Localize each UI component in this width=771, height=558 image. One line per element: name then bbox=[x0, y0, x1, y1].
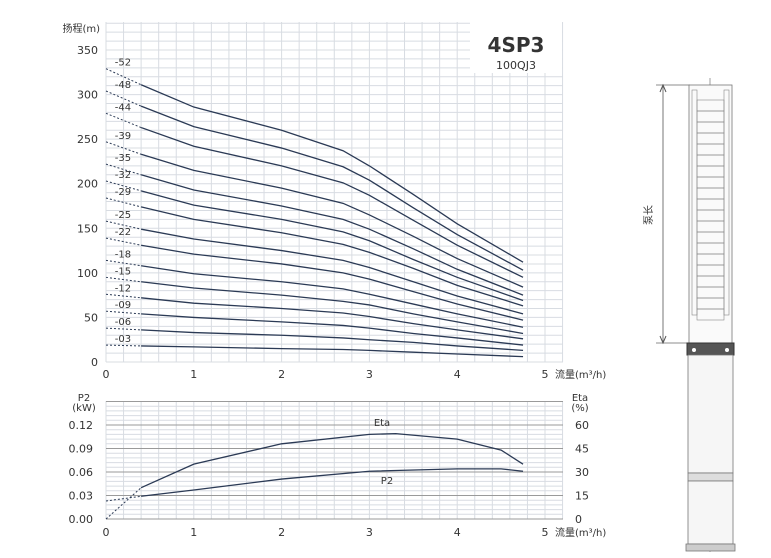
curve--03 bbox=[141, 345, 524, 358]
y-tick-label: 350 bbox=[77, 44, 98, 57]
curve-label: -35 bbox=[115, 153, 131, 164]
y-tick-label: 150 bbox=[77, 222, 98, 235]
curve-label: -29 bbox=[115, 187, 131, 198]
curve--35 bbox=[140, 174, 524, 296]
y2-axis-label: Eta bbox=[572, 393, 588, 404]
y2-tick-label: 60 bbox=[575, 419, 589, 432]
y2-axis-unit: (%) bbox=[571, 403, 588, 414]
curve--09 bbox=[141, 313, 524, 346]
pump-drawing: 泵长 bbox=[643, 78, 736, 552]
x-tick-label: 4 bbox=[454, 526, 461, 539]
y-tick-label: 200 bbox=[77, 178, 98, 191]
x-tick-label: 2 bbox=[278, 368, 285, 381]
eta-curve-label: Eta bbox=[374, 418, 390, 429]
y-axis-label: 扬程(m) bbox=[62, 22, 100, 35]
curve-dashed--12 bbox=[105, 293, 142, 299]
curve--39 bbox=[140, 153, 524, 288]
curve-dashed--52 bbox=[105, 68, 142, 86]
model-alt-name: 100QJ3 bbox=[496, 59, 536, 72]
curve-label: -48 bbox=[115, 80, 131, 91]
curve--22 bbox=[141, 244, 524, 321]
y-tick-label: 0.06 bbox=[69, 466, 94, 479]
x-tick-label: 5 bbox=[542, 368, 549, 381]
curve-label: -32 bbox=[115, 170, 131, 181]
y2-tick-label: 30 bbox=[575, 466, 589, 479]
pump-end bbox=[688, 84, 733, 344]
curve-dashed--03 bbox=[105, 344, 142, 347]
y-tick-label: 0 bbox=[91, 356, 98, 369]
y-tick-label: 250 bbox=[77, 133, 98, 146]
curve-dashed--15 bbox=[105, 276, 142, 283]
curve-label: -18 bbox=[115, 249, 131, 260]
motor bbox=[687, 354, 734, 474]
curve-label: -06 bbox=[115, 317, 131, 328]
x-tick-label: 1 bbox=[190, 526, 197, 539]
curve-label: -52 bbox=[115, 58, 131, 69]
x-tick-label: 3 bbox=[366, 368, 373, 381]
model-box: 4SP3 100QJ3 bbox=[470, 21, 562, 73]
model-name: 4SP3 bbox=[488, 33, 545, 57]
curve-dashed--18 bbox=[105, 259, 142, 267]
curve-dashed-P2 bbox=[105, 495, 142, 502]
x-tick-label: 0 bbox=[103, 526, 110, 539]
x-tick-label: 5 bbox=[542, 526, 549, 539]
x-tick-label: 3 bbox=[366, 526, 373, 539]
head-chart: 0 50 100 150 200 250 300 350 0 1 2 3 4 5 扬程(m) 流量(m³/h)… bbox=[62, 22, 606, 381]
y2-tick-label: 45 bbox=[575, 443, 589, 456]
x-axis-label: 流量(m³/h) bbox=[555, 526, 606, 539]
y2-tick-label: 15 bbox=[575, 490, 589, 503]
y-tick-label: 50 bbox=[84, 311, 98, 324]
curve-dashed--06 bbox=[105, 327, 142, 331]
curve-Eta bbox=[140, 432, 524, 489]
x-tick-label: 1 bbox=[190, 368, 197, 381]
curve--29 bbox=[140, 206, 524, 307]
strainer-bar bbox=[723, 89, 730, 316]
y-tick-label: 0.09 bbox=[69, 443, 94, 456]
x-axis-label: 流量(m³/h) bbox=[555, 368, 606, 381]
y-tick-label: 0.12 bbox=[69, 419, 94, 432]
curve-dashed--09 bbox=[105, 310, 142, 315]
curve--25 bbox=[141, 228, 524, 315]
curve--32 bbox=[140, 190, 524, 302]
y-tick-label: 300 bbox=[77, 89, 98, 102]
y-axis-label: P2 bbox=[78, 393, 90, 404]
curve-label: -25 bbox=[115, 210, 131, 221]
curve--52 bbox=[140, 84, 524, 263]
y-tick-label: 0.00 bbox=[69, 513, 94, 526]
curve-label: -39 bbox=[115, 131, 131, 142]
y2-tick-label: 0 bbox=[575, 513, 582, 526]
y-tick-label: 100 bbox=[77, 267, 98, 280]
y-axis-unit: (kW) bbox=[72, 403, 96, 414]
curve--18 bbox=[141, 265, 524, 328]
strainer-bar bbox=[691, 89, 698, 316]
pump-length-label: 泵长 bbox=[643, 205, 655, 225]
y-tick-label: 0.03 bbox=[69, 490, 94, 503]
curve-label: -09 bbox=[115, 300, 131, 311]
curve--12 bbox=[141, 297, 524, 340]
curve--44 bbox=[140, 126, 524, 278]
x-tick-label: 4 bbox=[454, 368, 461, 381]
curve-label: -15 bbox=[115, 266, 131, 277]
curve-label: -03 bbox=[115, 334, 131, 345]
curve--06 bbox=[141, 329, 524, 352]
curve-label: -22 bbox=[115, 227, 131, 238]
p2-curve-label: P2 bbox=[381, 476, 393, 487]
curve-dashed--22 bbox=[105, 237, 142, 246]
curve--48 bbox=[140, 105, 524, 271]
curve--15 bbox=[141, 281, 524, 335]
x-tick-label: 2 bbox=[278, 526, 285, 539]
curve-label: -12 bbox=[115, 283, 131, 294]
x-tick-label: 0 bbox=[103, 368, 110, 381]
curve-label: -44 bbox=[115, 102, 131, 113]
curve-P2 bbox=[141, 468, 524, 497]
